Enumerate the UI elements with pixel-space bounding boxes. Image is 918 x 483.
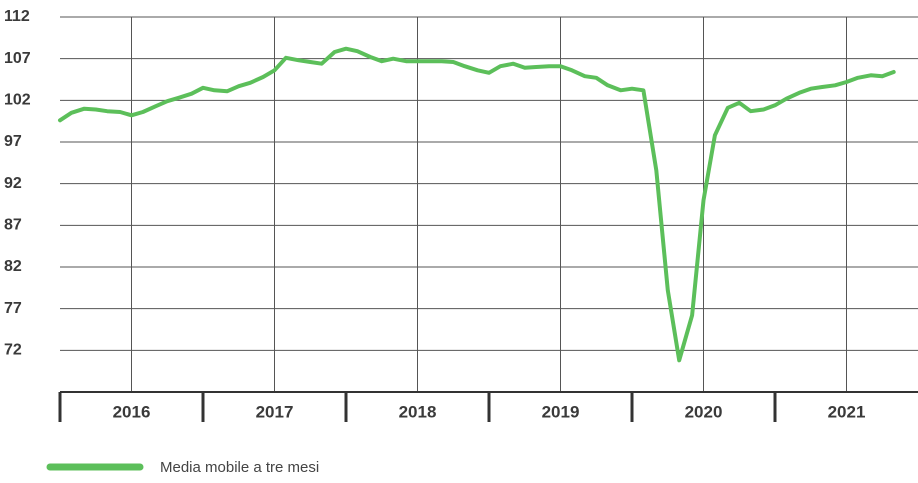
x-tick-label: 2017 bbox=[256, 402, 294, 421]
x-tick-label: 2016 bbox=[113, 402, 151, 421]
y-tick-label: 102 bbox=[4, 92, 31, 109]
x-tick-label: 2018 bbox=[399, 402, 437, 421]
y-tick-label: 107 bbox=[4, 50, 31, 67]
y-tick-label: 77 bbox=[4, 300, 22, 317]
y-tick-label: 112 bbox=[4, 8, 30, 25]
y-tick-label: 92 bbox=[4, 175, 22, 192]
x-tick-label: 2021 bbox=[828, 402, 866, 421]
y-tick-label: 72 bbox=[4, 342, 22, 359]
x-tick-label: 2020 bbox=[685, 402, 723, 421]
x-tick-label: 2019 bbox=[542, 402, 580, 421]
plot bbox=[58, 46, 896, 363]
legend-label: Media mobile a tre mesi bbox=[160, 459, 319, 476]
y-tick-label: 82 bbox=[4, 258, 22, 275]
data-line bbox=[58, 46, 896, 363]
y-tick-label: 97 bbox=[4, 133, 22, 150]
y-tick-label: 87 bbox=[4, 217, 22, 234]
